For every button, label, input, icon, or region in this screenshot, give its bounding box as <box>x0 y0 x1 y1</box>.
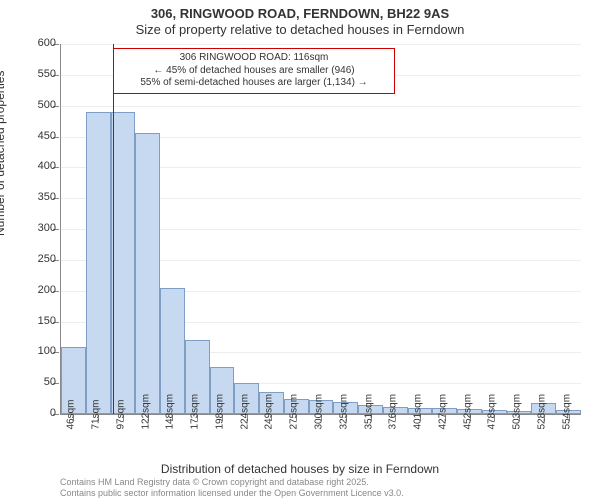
chart-container: 306, RINGWOOD ROAD, FERNDOWN, BH22 9AS S… <box>0 0 600 500</box>
y-tick-label: 550 <box>16 68 56 80</box>
footer-line2: Contains public sector information licen… <box>60 488 404 498</box>
chart-title-line1: 306, RINGWOOD ROAD, FERNDOWN, BH22 9AS <box>0 6 600 21</box>
y-tick-label: 250 <box>16 253 56 265</box>
y-tick-label: 150 <box>16 315 56 327</box>
y-tick-label: 600 <box>16 37 56 49</box>
y-tick-label: 350 <box>16 191 56 203</box>
plot-area: 05010015020025030035040045050055060046sq… <box>60 44 581 415</box>
bar <box>135 133 160 414</box>
y-axis-label: Number of detached properties <box>0 71 7 236</box>
property-callout: 306 RINGWOOD ROAD: 116sqm ← 45% of detac… <box>113 48 395 94</box>
callout-line2: ← 45% of detached houses are smaller (94… <box>120 65 388 78</box>
y-tick-label: 200 <box>16 284 56 296</box>
gridline <box>61 106 581 107</box>
bar <box>86 112 111 414</box>
bar <box>111 112 136 414</box>
y-tick-label: 400 <box>16 160 56 172</box>
footer-line1: Contains HM Land Registry data © Crown c… <box>60 477 404 487</box>
chart-title-line2: Size of property relative to detached ho… <box>0 22 600 37</box>
y-tick-label: 50 <box>16 376 56 388</box>
y-tick-label: 500 <box>16 99 56 111</box>
y-tick-label: 100 <box>16 345 56 357</box>
x-axis-label: Distribution of detached houses by size … <box>0 462 600 476</box>
property-marker-line <box>113 44 114 414</box>
y-tick-label: 300 <box>16 222 56 234</box>
callout-line3: 55% of semi-detached houses are larger (… <box>120 77 388 90</box>
gridline <box>61 44 581 45</box>
y-tick-label: 450 <box>16 130 56 142</box>
y-tick-label: 0 <box>16 407 56 419</box>
callout-line1: 306 RINGWOOD ROAD: 116sqm <box>120 52 388 65</box>
footer-attribution: Contains HM Land Registry data © Crown c… <box>60 477 404 498</box>
